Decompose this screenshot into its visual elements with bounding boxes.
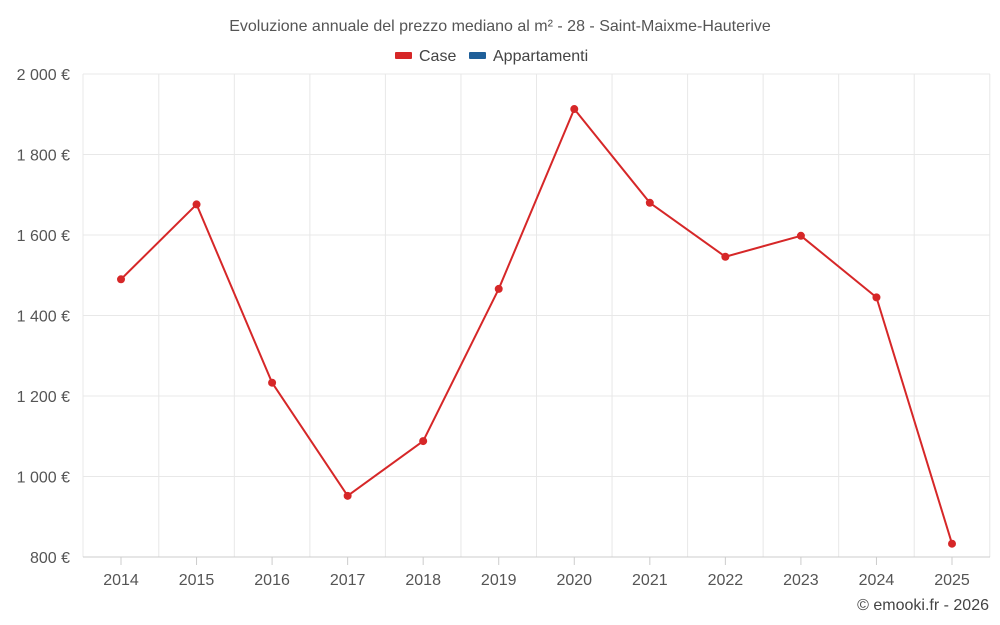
- data-point[interactable]: [948, 539, 956, 548]
- x-tick-label: 2015: [179, 572, 215, 589]
- legend-item-case[interactable]: Case: [395, 48, 456, 65]
- x-tick-label: 2023: [783, 572, 819, 589]
- y-tick-label: 1 000 €: [17, 470, 70, 487]
- series-line-case: [120, 108, 953, 545]
- x-tick-label: 2019: [481, 572, 517, 589]
- legend-item-appartamenti[interactable]: Appartamenti: [469, 48, 588, 65]
- data-point[interactable]: [494, 284, 503, 293]
- x-tick-label: 2020: [556, 572, 592, 589]
- data-point[interactable]: [872, 293, 881, 302]
- data-point[interactable]: [343, 491, 352, 500]
- x-tick-label: 2017: [330, 572, 366, 589]
- x-tick-label: 2014: [103, 572, 139, 589]
- credit-text: © emooki.fr - 2026: [857, 597, 989, 614]
- y-tick-label: 2 000 €: [17, 67, 70, 84]
- x-tick-label: 2021: [632, 572, 668, 589]
- y-tick-label: 1 200 €: [17, 389, 70, 406]
- y-tick-label: 1 600 €: [17, 228, 70, 245]
- y-tick-label: 1 800 €: [17, 148, 70, 165]
- data-point[interactable]: [117, 275, 125, 284]
- data-point[interactable]: [419, 437, 428, 446]
- legend[interactable]: Case Appartamenti: [395, 48, 588, 65]
- data-point[interactable]: [192, 200, 201, 209]
- data-point[interactable]: [570, 105, 579, 114]
- x-tick-label: 2025: [934, 572, 970, 589]
- x-tick-label: 2024: [859, 572, 895, 589]
- x-tick-label: 2016: [254, 572, 290, 589]
- x-tick-label: 2018: [405, 572, 441, 589]
- y-tick-label: 800 €: [30, 550, 70, 567]
- chart-title: Evoluzione annuale del prezzo mediano al…: [229, 18, 771, 35]
- legend-label-case: Case: [419, 48, 456, 65]
- x-tick-label: 2022: [708, 572, 744, 589]
- x-gridlines: [82, 74, 991, 557]
- legend-swatch-appartamenti: [469, 52, 486, 59]
- data-point[interactable]: [721, 252, 730, 261]
- y-axis-ticks: 800 € 1 000 € 1 200 € 1 400 € 1 600 € 1 800 €…: [17, 67, 70, 567]
- data-point[interactable]: [796, 231, 805, 240]
- data-point[interactable]: [268, 378, 277, 387]
- legend-swatch-case: [395, 52, 412, 59]
- y-tick-label: 1 400 €: [17, 309, 70, 326]
- x-axis-ticks: 2014 2015 2016 2017 2018 2019 2020 2021 2022 2023…: [103, 557, 970, 589]
- series-layer: [117, 105, 956, 548]
- data-point[interactable]: [645, 198, 654, 207]
- legend-label-appartamenti: Appartamenti: [493, 48, 588, 65]
